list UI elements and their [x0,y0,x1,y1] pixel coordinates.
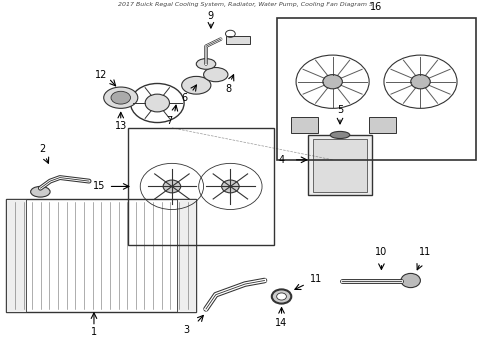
Text: 16: 16 [370,2,383,12]
Bar [369,117,396,133]
Bar [225,36,250,44]
Circle shape [163,180,181,193]
Ellipse shape [30,186,50,197]
Text: 14: 14 [275,318,288,328]
Bar [277,18,476,160]
Text: 12: 12 [95,69,107,80]
Text: 6: 6 [181,93,187,103]
Ellipse shape [182,76,211,94]
Circle shape [277,293,287,300]
Text: 2017 Buick Regal Cooling System, Radiator, Water Pump, Cooling Fan Diagram 5: 2017 Buick Regal Cooling System, Radiato… [118,2,372,7]
Ellipse shape [203,68,228,82]
Bar [6,199,196,312]
Circle shape [323,75,343,89]
Bar [313,139,367,192]
Circle shape [145,94,170,112]
Text: 2: 2 [40,144,46,154]
Text: 1: 1 [91,327,97,337]
Text: 10: 10 [375,247,388,257]
Text: 8: 8 [225,84,231,94]
Text: 5: 5 [337,105,343,115]
Bar [291,117,318,133]
Bar [177,199,196,312]
Circle shape [411,75,430,89]
Text: 7: 7 [167,116,172,126]
Bar [128,128,274,245]
Text: 4: 4 [278,155,285,165]
Text: 9: 9 [208,11,214,21]
Text: 3: 3 [183,325,190,335]
Text: 11: 11 [310,274,322,284]
Ellipse shape [196,59,216,69]
Text: 13: 13 [115,121,127,131]
Circle shape [272,289,291,303]
Bar [308,135,372,195]
Text: 11: 11 [419,247,431,257]
Ellipse shape [330,131,350,139]
Circle shape [401,273,420,288]
Circle shape [221,180,239,193]
Text: 15: 15 [93,181,105,192]
Ellipse shape [111,91,130,104]
Bar [6,199,26,312]
Ellipse shape [104,87,138,108]
